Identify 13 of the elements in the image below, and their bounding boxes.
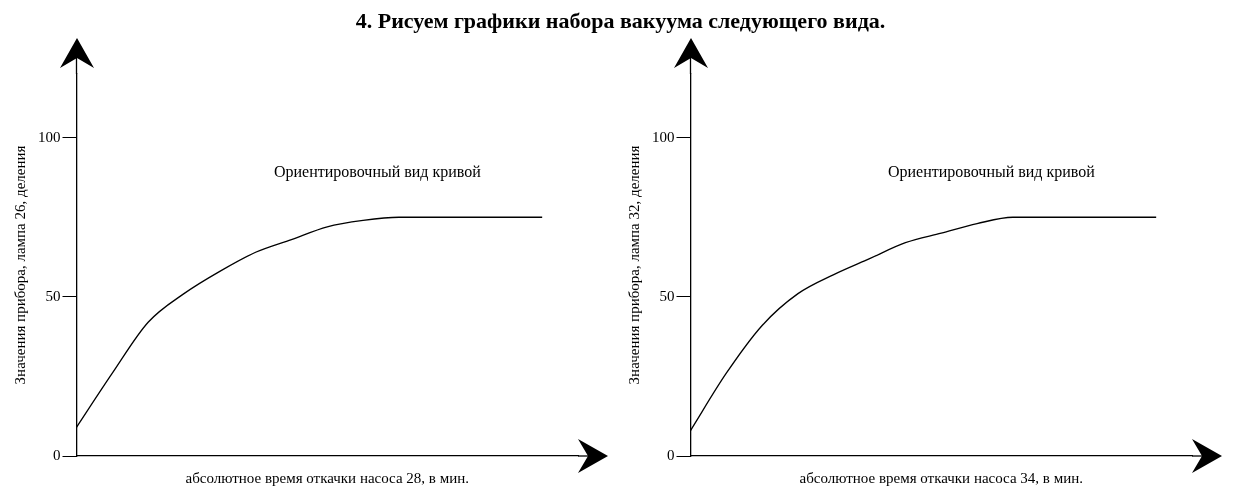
y-tick-label: 50 [45, 287, 61, 304]
y-axis-title: Значения прибора, лампа 32, деления [625, 145, 642, 385]
y-tick-label: 0 [53, 446, 61, 463]
chart-title: 4. Рисуем графики набора вакуума следующего вида. [354, 8, 887, 34]
y-axis-title: Значения прибора, лампа 26, деления [11, 145, 28, 385]
y-tick-label: 50 [659, 287, 675, 304]
y-tick-label: 100 [652, 128, 675, 145]
y-tick-label: 0 [667, 446, 675, 463]
y-tick-label: 100 [38, 128, 61, 145]
annotation: Ориентировочный вид кривой [887, 163, 1096, 182]
annotation: Ориентировочный вид кривой [273, 163, 482, 182]
x-axis-title: абсолютное время откачки насоса 34, в мин. [799, 469, 1083, 486]
x-axis-title: абсолютное время откачки насоса 28, в мин. [185, 469, 469, 486]
